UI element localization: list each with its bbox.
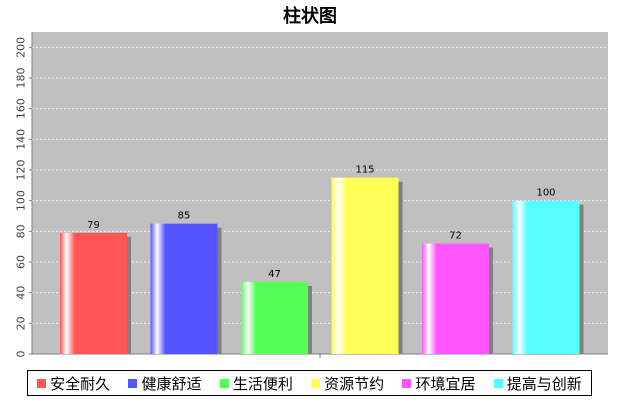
y-tick-label: 140	[15, 129, 28, 150]
y-tick-label: 80	[15, 224, 28, 238]
bar-value-label: 72	[449, 231, 462, 242]
legend-swatch	[128, 378, 138, 388]
legend-item: 提高与创新	[493, 373, 582, 394]
legend-swatch	[219, 378, 229, 388]
legend-swatch	[493, 378, 503, 388]
bar-value-label: 115	[355, 165, 374, 176]
legend-swatch	[311, 378, 321, 388]
y-tick-label: 0	[15, 351, 28, 358]
y-tick-label: 100	[15, 190, 28, 211]
legend-swatch	[37, 378, 47, 388]
y-tick-label: 160	[15, 98, 28, 119]
bar-1	[150, 223, 218, 354]
bar-5	[512, 200, 580, 354]
bar-value-label: 79	[87, 220, 100, 231]
bar-4	[422, 243, 489, 354]
bar-value-label: 85	[178, 211, 191, 222]
bar-0	[60, 232, 127, 354]
legend-label: 环境宜居	[415, 374, 476, 393]
bar-3	[331, 177, 399, 354]
y-tick-label: 120	[15, 160, 28, 181]
bar-value-label: 47	[268, 269, 281, 280]
legend-swatch	[402, 378, 412, 388]
legend-label: 生活便利	[232, 374, 293, 393]
y-tick-label: 60	[15, 255, 28, 269]
legend-item: 生活便利	[219, 373, 293, 394]
y-tick-label: 40	[15, 286, 28, 300]
bar-chart: 0 20 40 60 80 100 120 140 160 180 200 79 85 47 115 72 1…	[15, 32, 608, 358]
legend: 安全耐久 健康舒适 生活便利 资源节约 环境宜居 提高与创新	[27, 370, 592, 396]
bar-2	[241, 281, 308, 354]
y-tick-label: 20	[15, 316, 28, 330]
legend-label: 安全耐久	[50, 374, 111, 393]
legend-item: 资源节约	[311, 373, 384, 394]
legend-label: 资源节约	[324, 374, 385, 393]
legend-item: 安全耐久	[37, 373, 110, 394]
chart-title: 柱状图	[283, 6, 337, 27]
legend-item: 健康舒适	[128, 373, 202, 394]
y-tick-label: 200	[15, 37, 28, 58]
legend-label: 健康舒适	[141, 374, 202, 393]
legend-item: 环境宜居	[402, 373, 475, 394]
legend-label: 提高与创新	[506, 374, 582, 393]
y-tick-label: 180	[15, 68, 28, 89]
bar-value-label: 100	[536, 188, 555, 199]
